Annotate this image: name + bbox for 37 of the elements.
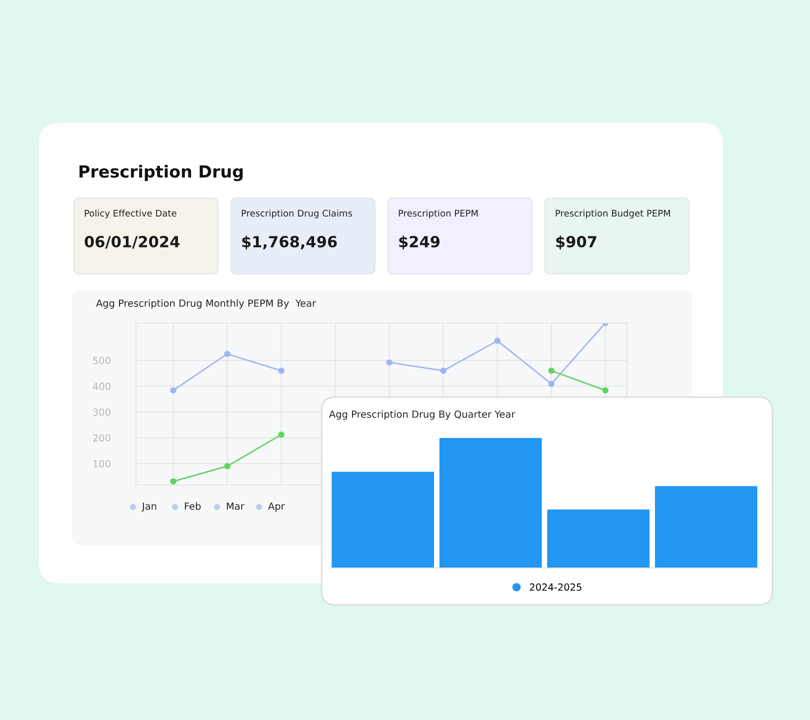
text: $1,768,496 (242, 236, 337, 250)
y-tick-label: 500 (93, 356, 110, 364)
point (278, 368, 284, 374)
text: Feb (184, 502, 201, 510)
point (224, 350, 230, 358)
point (170, 478, 176, 485)
chart-title: Agg Prescription Drug Monthly PEPM By Year (96, 299, 316, 309)
chart-title: Agg Prescription Drug By Quarter Year (329, 410, 516, 420)
text: $249 (399, 236, 440, 250)
text: Prescription Budget PEPM (556, 210, 670, 218)
point (548, 368, 555, 374)
point (278, 432, 284, 438)
legend-label: 2024-2025 (530, 583, 582, 591)
point (602, 387, 609, 394)
y-tick-label: 100 (94, 460, 110, 468)
bar (547, 510, 650, 568)
text: Prescription Drug Claims (242, 210, 352, 218)
text: Prescription Drug (80, 164, 243, 182)
point (224, 463, 230, 470)
text: Policy Effective Date (84, 210, 176, 218)
bar (332, 472, 434, 568)
y-tick-label: 300 (93, 408, 110, 416)
bar (439, 438, 542, 568)
text: Jan (141, 502, 156, 512)
bar (654, 486, 758, 568)
y-tick-label: 400 (92, 382, 110, 390)
text: 06/01/2024 (84, 236, 180, 249)
point (440, 368, 446, 374)
point (170, 387, 176, 394)
point (494, 338, 500, 344)
text: Prescription PEPM (398, 210, 478, 218)
point (548, 380, 555, 388)
point (386, 359, 392, 366)
text: $907 (556, 236, 596, 250)
text: Apr (268, 502, 285, 512)
text: Mar (226, 502, 244, 510)
y-tick-label: 200 (93, 434, 110, 442)
